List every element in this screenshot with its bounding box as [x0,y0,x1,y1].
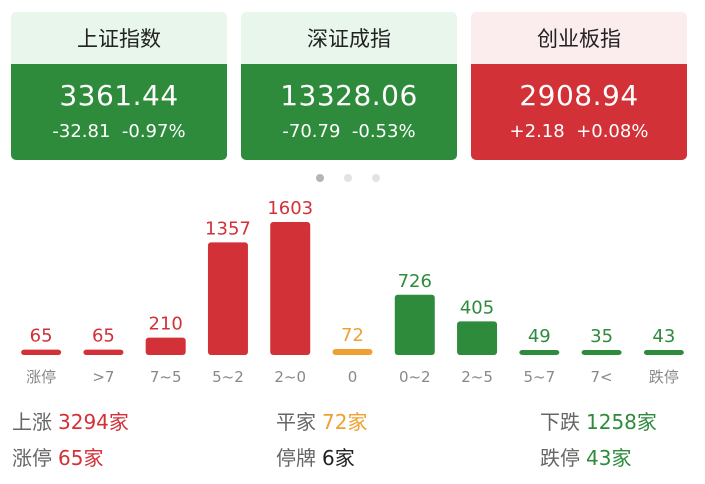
bar-4 [270,222,311,355]
index-change-pct: -0.53% [351,121,416,142]
category-label: 0 [348,368,358,386]
bar-5 [332,349,373,355]
index-card-szse[interactable]: 深证成指 13328.06 -70.79 -0.53% [241,12,457,160]
stat-label: 跌停 [540,446,580,470]
bar-9 [581,350,622,355]
bar-value-label: 1603 [267,198,313,219]
bar-0 [21,349,62,355]
stat-label: 涨停 [12,446,52,470]
category-label: >7 [92,368,114,386]
change-distribution-chart: 65 涨停 65 >7 210 7~5 1357 5~2 1603 2~0 72 0 726 0~2 405… [21,198,684,386]
bar-10 [643,350,684,355]
index-change-line: +2.18 +0.08% [510,118,649,146]
category-label: 2~0 [274,368,306,386]
pager-dots[interactable] [312,174,392,184]
bar-value-label: 1357 [205,218,251,239]
bar-6 [394,294,435,355]
stat-label: 平家 [276,410,316,434]
category-label: 0~2 [399,368,431,386]
stat-flat: 平家 72家 [276,406,367,435]
pager-dot[interactable] [344,174,352,182]
stat-up: 上涨 3294家 [12,406,129,435]
index-name: 深证成指 [241,12,457,64]
bar-3 [207,242,248,355]
stat-limit-up: 涨停 65家 [12,442,103,471]
index-quote: 13328.06 -70.79 -0.53% [241,64,457,160]
stat-label: 上涨 [12,410,52,434]
bar-value-label: 405 [460,297,494,318]
category-label: 5~2 [212,368,244,386]
index-cards: 上证指数 3361.44 -32.81 -0.97% 深证成指 13328.06… [0,0,705,170]
bar-2 [145,337,186,355]
bar-value-label: 726 [398,271,432,292]
pager-dot[interactable] [316,174,324,182]
stat-value: 72家 [322,410,368,434]
index-value: 2908.94 [519,79,639,112]
category-label: 涨停 [26,368,56,386]
category-label: 5~7 [523,368,555,386]
bar-value-label: 65 [92,326,115,347]
stat-limit-down: 跌停 43家 [540,442,631,471]
bar-value-label: 72 [341,325,364,346]
stat-value: 6家 [322,446,355,470]
stat-label: 下跌 [540,410,580,434]
index-change-pct: -0.97% [121,121,186,142]
index-change-line: -32.81 -0.97% [52,118,185,146]
index-change: -32.81 [52,121,111,142]
index-quote: 3361.44 -32.81 -0.97% [11,64,227,160]
index-card-sse[interactable]: 上证指数 3361.44 -32.81 -0.97% [11,12,227,160]
bar-1 [83,349,124,355]
stat-suspended: 停牌 6家 [276,442,355,471]
pager-dot[interactable] [372,174,380,182]
index-card-chinext[interactable]: 创业板指 2908.94 +2.18 +0.08% [471,12,687,160]
bar-value-label: 210 [149,314,183,335]
index-name: 上证指数 [11,12,227,64]
bar-value-label: 49 [528,326,551,347]
index-change-line: -70.79 -0.53% [282,118,415,146]
index-value: 13328.06 [280,79,418,112]
index-change: +2.18 [509,121,565,142]
bar-value-label: 65 [30,326,53,347]
bar-value-label: 35 [590,326,613,347]
bar-7 [457,321,498,355]
index-value: 3361.44 [59,79,179,112]
stat-value: 65家 [58,446,104,470]
category-label: 跌停 [649,368,679,386]
index-change: -70.79 [282,121,341,142]
index-quote: 2908.94 +2.18 +0.08% [471,64,687,160]
stat-value: 1258家 [586,410,657,434]
category-label: 7< [591,368,613,386]
bar-8 [519,350,560,355]
category-label: 2~5 [461,368,493,386]
category-label: 7~5 [150,368,182,386]
index-change-pct: +0.08% [576,121,649,142]
stat-value: 43家 [586,446,632,470]
stat-value: 3294家 [58,410,129,434]
market-stats: 上涨 3294家 涨停 65家 平家 72家 停牌 6家 下跌 1258家 跌停 43家 [0,400,705,484]
index-name: 创业板指 [471,12,687,64]
stat-label: 停牌 [276,446,316,470]
stat-down: 下跌 1258家 [540,406,657,435]
bar-value-label: 43 [652,326,675,347]
